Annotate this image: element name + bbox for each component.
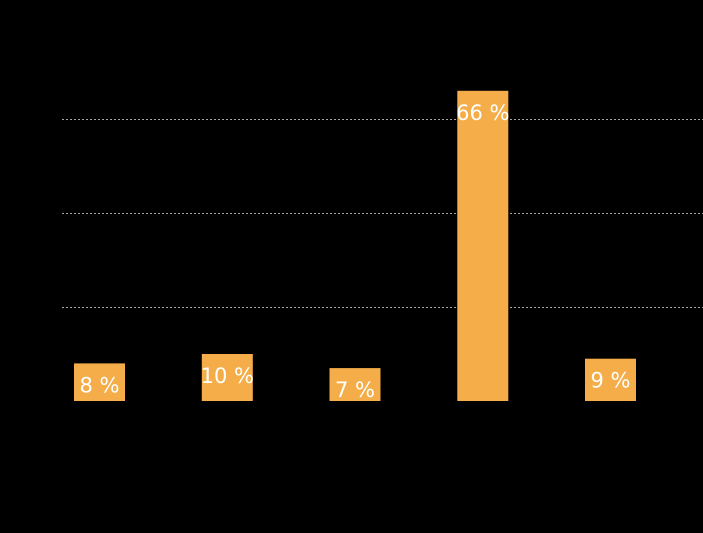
bar-label-1: 8 % [80, 373, 120, 397]
bar-4 [457, 90, 509, 402]
gridlines [62, 119, 703, 308]
bar-1 [74, 363, 125, 401]
bar-label-5: 9 % [591, 369, 631, 393]
data-labels: 8 % 10 % 7 % 66 % 9 % [80, 101, 631, 402]
bar-label-4: 66 % [456, 101, 509, 125]
bars [74, 90, 636, 402]
bar-2 [201, 354, 253, 401]
bar-label-2: 10 % [201, 364, 254, 388]
bar-label-3: 7 % [335, 378, 375, 402]
bar-3 [329, 368, 381, 401]
bar-5 [585, 358, 636, 401]
